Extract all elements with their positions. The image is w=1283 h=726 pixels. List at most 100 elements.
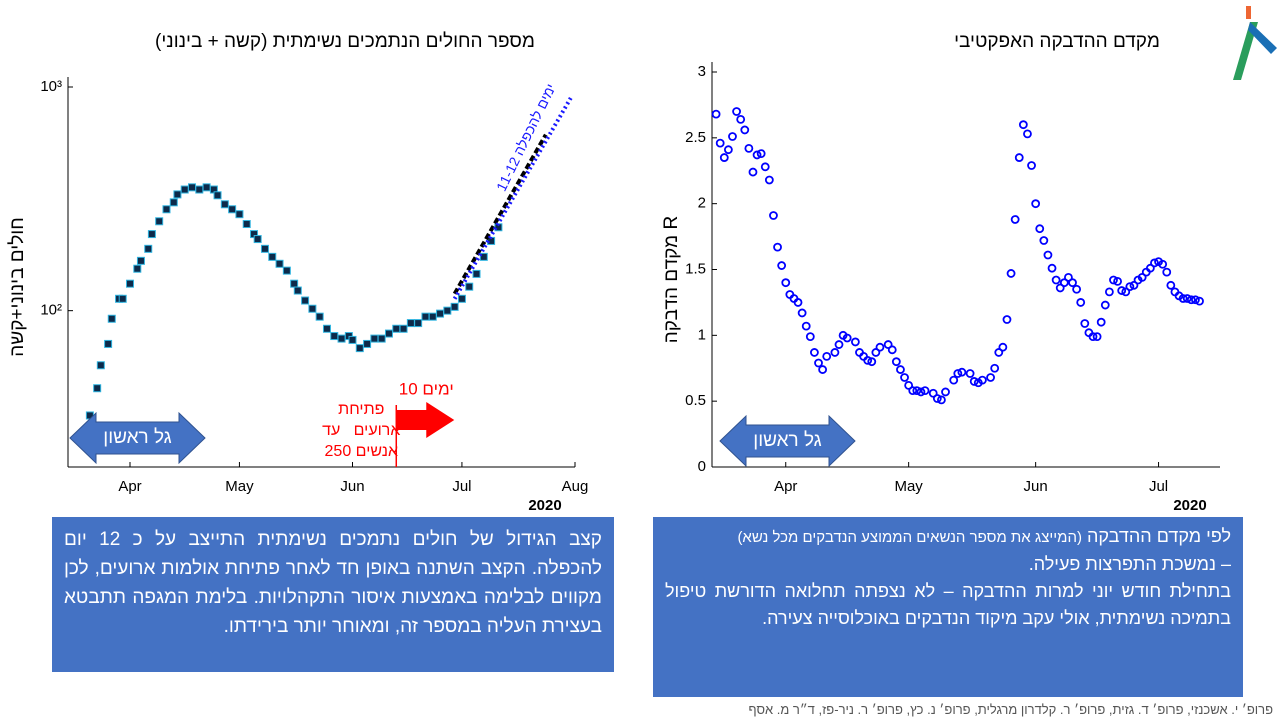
point xyxy=(147,230,156,239)
event-label: ארועים עד xyxy=(322,422,400,439)
point xyxy=(282,266,291,275)
point xyxy=(1182,294,1192,303)
point xyxy=(949,375,959,385)
chart-title: מספר החולים הנתמכים נשימתית (קשה + בינונ… xyxy=(155,31,535,52)
point xyxy=(986,373,995,382)
point xyxy=(253,235,262,244)
x-tick-label: Aug xyxy=(562,478,589,495)
point xyxy=(883,340,893,349)
point xyxy=(1080,319,1090,328)
point xyxy=(1178,294,1188,303)
summary-box-left: קצב הגידול של חולים נתמכים נשימתית התייצ… xyxy=(52,517,614,672)
point xyxy=(107,314,116,323)
x-tick-label: Jul xyxy=(1149,478,1168,495)
point xyxy=(1137,272,1147,282)
point xyxy=(1014,153,1024,162)
y-tick-label: 0.5 xyxy=(685,392,706,409)
point xyxy=(1191,295,1200,305)
y-tick-label: 10² xyxy=(40,302,62,319)
point xyxy=(479,252,488,261)
box-text: בתחילת חודש יוני למרות ההדבקה – לא נצפתה… xyxy=(665,581,1231,628)
point xyxy=(834,340,844,349)
point xyxy=(1076,298,1086,307)
point xyxy=(850,337,860,347)
point xyxy=(920,386,930,396)
point xyxy=(414,319,423,328)
point xyxy=(777,261,787,270)
point xyxy=(818,365,828,374)
point xyxy=(953,369,963,378)
point xyxy=(711,109,721,119)
point xyxy=(969,377,979,386)
point xyxy=(732,107,741,116)
point xyxy=(293,286,302,295)
point xyxy=(1039,236,1049,245)
point xyxy=(773,242,782,252)
point xyxy=(308,304,317,313)
point xyxy=(337,334,346,343)
point xyxy=(822,351,832,361)
point xyxy=(162,205,171,214)
point xyxy=(1092,332,1102,342)
point xyxy=(436,309,445,318)
point xyxy=(392,324,401,333)
point xyxy=(1023,129,1032,139)
point xyxy=(756,149,766,159)
point xyxy=(810,348,819,357)
point xyxy=(348,335,357,344)
point xyxy=(781,278,791,288)
point xyxy=(891,357,901,367)
point xyxy=(937,395,946,405)
y-tick-label: 1.5 xyxy=(685,260,706,277)
footer: פרופ׳ י. אשכנזי, פרופ׳ ד. גזית, פרופ׳ ר.… xyxy=(748,702,1273,717)
point xyxy=(260,244,269,253)
point xyxy=(916,387,926,397)
point xyxy=(1051,275,1061,285)
point xyxy=(912,386,922,396)
point xyxy=(793,298,803,307)
point xyxy=(842,333,852,343)
point xyxy=(169,198,178,207)
point xyxy=(1096,317,1106,327)
point xyxy=(769,211,778,220)
point xyxy=(801,321,811,331)
point xyxy=(715,138,725,148)
point xyxy=(443,306,452,315)
point xyxy=(355,344,364,353)
box-text: – נמשכת התפרצות פעילה. xyxy=(1028,554,1231,574)
point xyxy=(1088,332,1098,342)
box-note: (המייצג את מספר הנשאים הממוצע הנדבקים מכ… xyxy=(737,529,1082,546)
point xyxy=(1100,300,1110,310)
point xyxy=(188,183,197,192)
point xyxy=(104,339,113,348)
x-tick-label: May xyxy=(225,478,254,495)
y-tick-label: 2 xyxy=(698,195,706,212)
wave-arrow xyxy=(69,411,206,465)
y-tick-label: 2.5 xyxy=(685,129,706,146)
point xyxy=(363,339,372,348)
point xyxy=(830,348,840,357)
point xyxy=(900,373,909,382)
point xyxy=(1129,280,1139,290)
point xyxy=(457,294,466,303)
box-lead: לפי מקדם ההדבקה xyxy=(1087,526,1231,546)
point xyxy=(1010,215,1020,224)
y-axis-label: מקדם הדבקה R xyxy=(661,216,682,343)
point xyxy=(941,387,950,397)
point xyxy=(1035,224,1045,234)
point xyxy=(1121,287,1131,297)
point xyxy=(1043,250,1053,260)
point xyxy=(268,252,277,261)
point xyxy=(719,153,729,162)
point xyxy=(1186,295,1196,305)
summary-box-right: לפי מקדם ההדבקה (המייצג את מספר הנשאים ה… xyxy=(653,517,1243,697)
chart-title: מקדם ההדבקה האפקטיבי xyxy=(954,31,1160,52)
y-tick-label: 3 xyxy=(698,63,706,80)
point xyxy=(370,334,379,343)
point xyxy=(315,312,324,321)
point xyxy=(928,388,938,398)
point xyxy=(275,259,284,268)
point xyxy=(242,220,251,229)
point xyxy=(1006,269,1016,278)
logo xyxy=(1233,6,1277,80)
